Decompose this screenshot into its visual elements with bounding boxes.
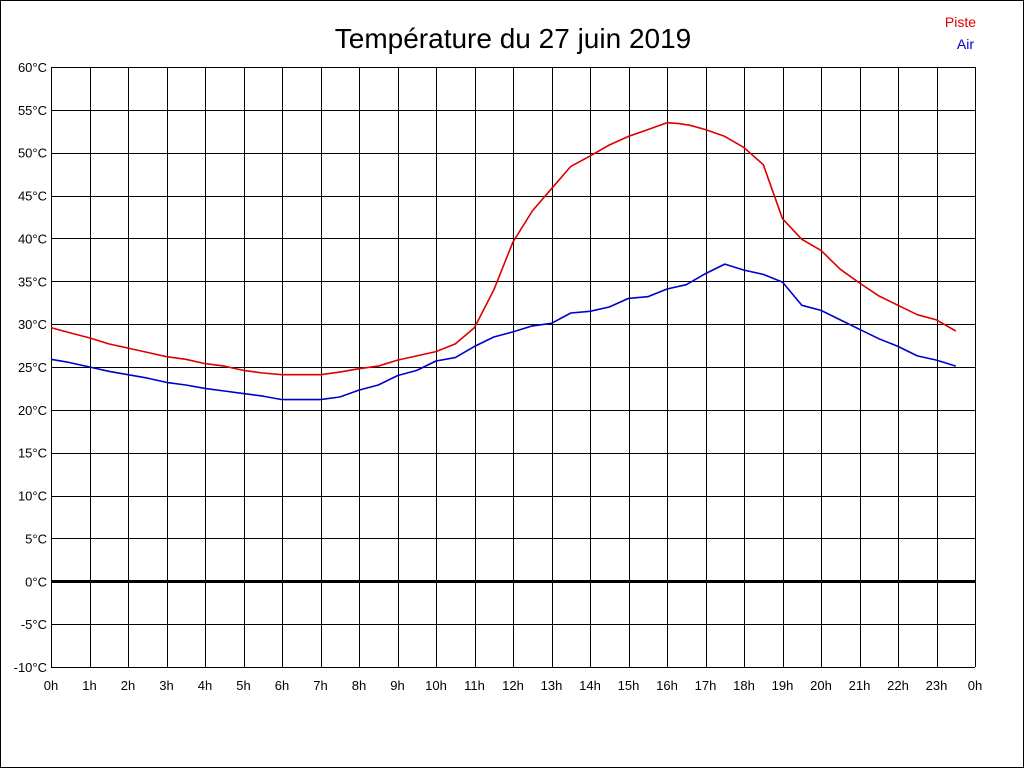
x-tick-label: 15h — [618, 678, 640, 693]
series-line-piste — [50, 121, 957, 376]
x-tick-label: 16h — [656, 678, 678, 693]
x-tick-label: 10h — [425, 678, 447, 693]
x-tick-label: 3h — [159, 678, 173, 693]
y-tick-label: 25°C — [18, 360, 47, 375]
y-tick-label: 50°C — [18, 146, 47, 161]
x-tick-label: 13h — [541, 678, 563, 693]
x-tick-label: 2h — [121, 678, 135, 693]
x-tick-label: 0h — [44, 678, 58, 693]
x-tick-label: 20h — [810, 678, 832, 693]
legend-piste: Piste — [945, 14, 976, 30]
y-tick-label: 40°C — [18, 231, 47, 246]
grid — [51, 67, 976, 668]
x-axis-ticks: 0h 1h 2h 3h 4h 5h 6h 7h 8h 9h 10h 11h 12h 13h 14h 15h 16… — [44, 678, 982, 693]
legend-air: Air — [957, 36, 974, 52]
y-tick-label: 35°C — [18, 274, 47, 289]
x-tick-label: 19h — [772, 678, 794, 693]
x-tick-label: 11h — [464, 678, 485, 693]
x-tick-label: 5h — [236, 678, 250, 693]
x-tick-label: 12h — [502, 678, 524, 693]
y-axis-ticks: -10°C -5°C 0°C 5°C 10°C 15°C 20°C 25°C 30°C 35°C 4… — [14, 60, 47, 675]
y-tick-label: 45°C — [18, 189, 47, 204]
x-tick-label: 0h — [968, 678, 982, 693]
chart-title: Température du 27 juin 2019 — [335, 23, 691, 54]
y-tick-label: 10°C — [18, 489, 47, 504]
y-tick-label: -10°C — [14, 660, 47, 675]
y-tick-label: 20°C — [18, 403, 47, 418]
y-tick-label: 30°C — [18, 317, 47, 332]
series-lines — [50, 121, 957, 401]
y-tick-label: 15°C — [18, 446, 47, 461]
x-tick-label: 17h — [695, 678, 717, 693]
x-tick-label: 8h — [352, 678, 366, 693]
x-tick-label: 7h — [313, 678, 327, 693]
y-tick-label: 60°C — [18, 60, 47, 75]
series-line-air — [50, 263, 957, 401]
x-tick-label: 1h — [82, 678, 96, 693]
x-tick-label: 23h — [926, 678, 948, 693]
y-tick-label: 0°C — [25, 574, 47, 589]
x-tick-label: 14h — [579, 678, 601, 693]
x-tick-label: 9h — [390, 678, 404, 693]
x-tick-label: 21h — [849, 678, 871, 693]
x-tick-label: 18h — [733, 678, 755, 693]
x-tick-label: 6h — [275, 678, 289, 693]
x-tick-label: 4h — [198, 678, 212, 693]
x-tick-label: 22h — [887, 678, 909, 693]
y-tick-label: 5°C — [25, 531, 47, 546]
y-tick-label: -5°C — [21, 617, 47, 632]
y-tick-label: 55°C — [18, 103, 47, 118]
